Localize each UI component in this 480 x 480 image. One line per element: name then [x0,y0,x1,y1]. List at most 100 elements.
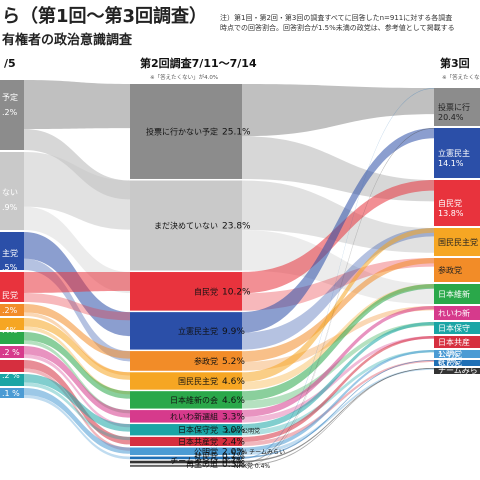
col2-label-9: 日本共産党 [178,436,218,446]
flow-2-3-1 [242,180,434,253]
flow-1-2b-9 [24,382,130,441]
col3-label-4: 参政党 [438,265,462,275]
col1-label-2: ない [2,188,18,197]
col2-value-4: 5.2% [222,357,245,367]
col3-label-9: 公明党 [438,349,462,359]
column-2-note: ※「答えたくない」が4.0% [150,73,218,81]
col2-value-0: 25.1% [222,127,251,137]
col2-label-0: 投票に行かない予定 [146,126,218,136]
col2-node-6 [130,391,242,409]
col1-node-10 [0,388,24,398]
flow-1-2-4 [24,304,130,359]
flow-1-2-0 [24,80,130,129]
col3-label-8: 日本共産 [438,337,470,347]
column-1-header: /5 [4,57,16,70]
flow-1-2b-3 [24,293,130,321]
col1-node-0 [0,80,24,150]
col1-label-5: .5% [2,263,18,272]
col3-node-8 [434,336,480,348]
col1-label-1: .2% [2,108,18,117]
col2-label-11: 社民党 [194,451,218,461]
col2-node-4 [130,351,242,371]
col1-node-2 [0,232,24,270]
col1-label-14: .1 % [2,433,20,442]
col3-node-1 [434,128,480,178]
col1-node-8 [0,360,24,372]
flow-2-3b-3 [242,228,434,350]
col3-value-10: 0.7% [438,358,459,367]
col3-value-2: 13.8% [438,209,464,218]
col3-node-9 [434,350,480,358]
flow-1-2b-5 [24,326,130,395]
col2-node-0 [130,84,242,179]
flow-label-saisei: 0.3% [225,456,241,463]
column-2: 投票に行かない予定 25.1% まだ決めていない 23.8% 自民党 10.2% 立憲民主党… [130,84,251,470]
flow-1-2b-1 [24,206,130,294]
flow-2-3-10 [242,350,434,452]
flow-1-2b-4 [24,312,130,376]
col2-value-7: 3.3% [222,412,245,422]
column-3-header: 第3回 [440,56,470,70]
col3-value-9: 1.4% [438,350,459,359]
col2-label-2: 自民党 [194,286,218,296]
col2-value-10: 2.0% [222,447,245,457]
col2-value-6: 4.6% [222,396,245,406]
col1-label-3: .9% [2,203,18,212]
col3-value-0: 20.4% [438,113,464,122]
flow-1-2b-8 [24,368,130,451]
col1-label-0: 予定 [2,92,18,102]
flow-1-2b-10 [24,395,130,460]
col3-label-2: 自民党 [438,198,462,208]
flow-2-3b-12 [242,128,434,464]
col2-node-8 [130,424,242,436]
flow-1-2-6 [24,332,130,399]
flow-1-2-10 [24,388,130,454]
col2-value-13: 0.3% [222,460,245,470]
chart-note-line1: 注）第1回・第2回・第3回の調査すべてに回答したn=911に対する各調査 [220,13,452,22]
flow-2-3b-13 [242,128,434,467]
col2-value-8: 3.0% [222,426,245,436]
col3-label-11: チームみら [438,366,478,375]
column-3-note: ※「答えたくない [442,73,480,81]
col3-label-5: 日本維新 [438,289,470,299]
col2-node-7 [130,410,242,423]
flow-1-2b-7 [24,354,130,428]
flow-1-2b-2 [24,258,130,362]
col2-label-3: 立憲民主党 [178,326,218,336]
flow-2-3-11 [242,360,434,459]
col2-label-5: 国民民主党 [178,376,218,386]
flow-2-3-0 [242,84,434,137]
col3-node-6 [434,306,480,320]
flow-2-3-9 [242,336,434,442]
chart-subtitle: 有権者の政治意識調査 [2,32,133,48]
col3-node-10 [434,360,480,366]
col1-node-9 [0,374,24,386]
col3-node-0 [434,88,480,126]
col1-label-13: .2 % [2,421,20,430]
col3-label-6: れいわ新 [438,308,470,318]
col1-label-16: 0.2% [2,463,23,472]
col1-node-7 [0,346,24,358]
flow-layer [24,80,434,467]
col1-node-1 [0,152,24,230]
col2-node-11 [130,456,242,460]
flow-2-3b-11 [242,88,434,460]
flow-2-3-7 [242,306,434,417]
flow-2-3-3 [242,128,434,333]
flow-2-3-13 [242,368,434,466]
flow-2-3-5 [242,228,434,382]
chart-note-line2: 時点での回答割合。回答割合が1.5%未満の政党は、参考値として掲載する [220,23,455,32]
col2-label-12: チームみらい [170,456,218,465]
col2-node-1 [130,180,242,271]
flow-2-3b-5 [242,284,434,390]
col2-label-8: 日本保守党 [178,425,218,435]
col2-node-3 [130,312,242,350]
flow-1-2-3 [24,272,130,293]
flow-2-3-12 [242,368,434,463]
flow-2-3b-6 [242,322,434,409]
col2-value-5: 4.6% [222,377,245,387]
col3-label-10: 社民党 [438,357,462,367]
col1-label-15: ない 0.2% [2,451,41,460]
col1-node-4 [0,304,24,316]
